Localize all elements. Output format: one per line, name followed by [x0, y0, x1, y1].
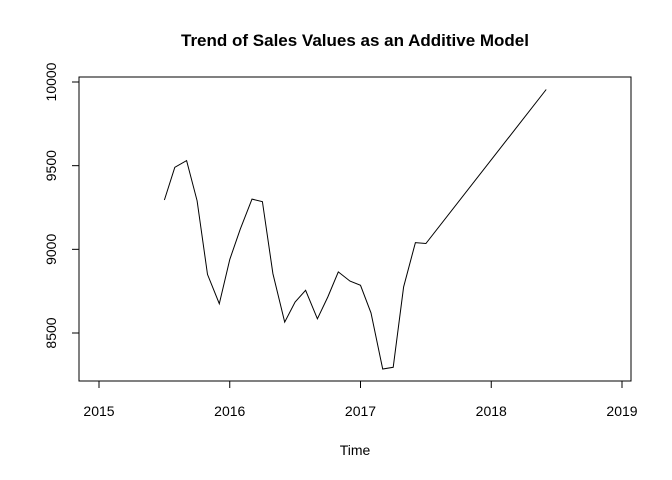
y-tick-label: 9000 [43, 234, 59, 265]
x-tick-label: 2015 [83, 403, 114, 419]
x-tick-label: 2016 [214, 403, 245, 419]
y-tick-label: 8500 [43, 317, 59, 348]
x-axis: 2015 2016 2017 2018 2019 [83, 380, 638, 419]
chart-title: Trend of Sales Values as an Additive Mod… [181, 31, 529, 50]
x-tick-label: 2019 [606, 403, 637, 419]
y-tick-label: 10000 [43, 62, 59, 101]
x-tick-label: 2017 [345, 403, 376, 419]
series-line [163, 89, 547, 370]
y-axis: 8500 9000 9500 10000 [43, 62, 80, 349]
y-tick-label: 9500 [43, 150, 59, 181]
plot-frame [78, 76, 632, 382]
x-tick-label: 2018 [476, 403, 507, 419]
series-layer [163, 89, 547, 370]
x-axis-title: Time [340, 442, 371, 458]
